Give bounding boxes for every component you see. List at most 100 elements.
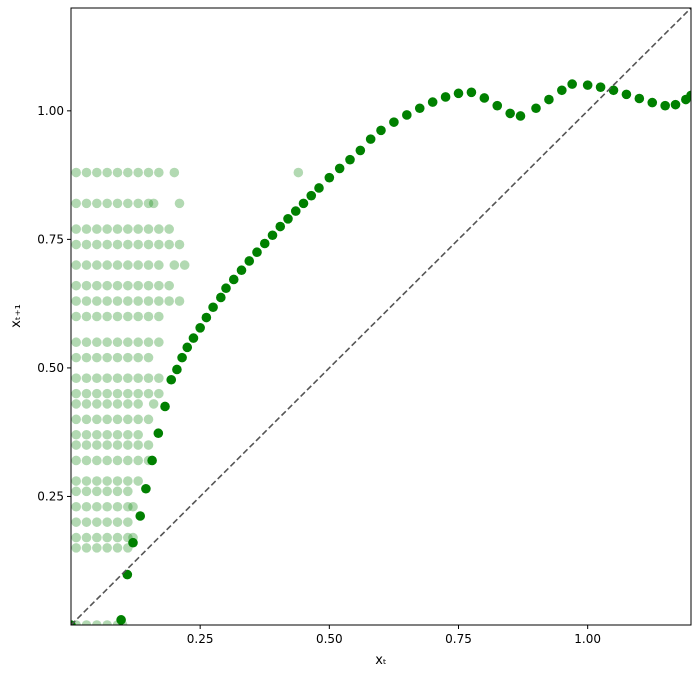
identity-line — [71, 8, 691, 625]
scatter-point — [92, 167, 102, 178]
scatter-point — [92, 399, 102, 409]
scatter-point — [102, 352, 112, 363]
scatter-point — [133, 455, 143, 466]
scatter-point — [102, 337, 112, 348]
scatter-point — [208, 302, 218, 313]
scatter-point — [670, 99, 681, 110]
scatter-point — [102, 440, 112, 450]
scatter-point — [298, 198, 309, 209]
scatter-point — [81, 532, 92, 543]
scatter-point — [634, 93, 645, 104]
scatter-point — [71, 414, 81, 425]
scatter-point — [133, 311, 143, 322]
scatter-point — [102, 414, 112, 425]
scatter-point — [143, 388, 154, 399]
scatter-point — [92, 296, 102, 306]
scatter-point — [148, 399, 159, 409]
scatter-point — [71, 239, 81, 250]
scatter-point — [166, 374, 177, 385]
scatter-point — [164, 280, 174, 291]
scatter-point — [290, 206, 301, 216]
scatter-point — [102, 198, 112, 209]
scatter-point — [71, 260, 81, 270]
scatter-point — [154, 388, 164, 399]
scatter-point — [123, 311, 133, 322]
scatter-point — [92, 198, 102, 209]
scatter-point — [112, 280, 123, 291]
scatter-point — [71, 532, 81, 543]
scatter-point — [102, 620, 112, 625]
scatter-point — [112, 455, 123, 466]
y-tick-label: 0.75 — [37, 232, 64, 246]
scatter-point — [81, 543, 92, 553]
y-axis-label: xₜ₊₁ — [9, 304, 24, 328]
scatter-point — [112, 167, 123, 178]
scatter-point — [112, 532, 123, 543]
scatter-point — [135, 511, 146, 521]
scatter-point — [123, 399, 133, 409]
scatter-point — [647, 97, 658, 108]
scatter-point — [71, 311, 81, 322]
scatter-point — [133, 399, 143, 409]
scatter-point — [81, 337, 92, 348]
scatter-point — [112, 486, 123, 497]
scatter-point — [116, 615, 126, 625]
scatter-point — [71, 476, 81, 486]
scatter-point — [143, 296, 154, 306]
scatter-point — [567, 79, 577, 89]
scatter-point — [133, 476, 143, 486]
scatter-point — [143, 239, 154, 250]
scatter-point — [402, 110, 412, 120]
scatter-point — [128, 501, 138, 512]
scatter-point — [505, 108, 515, 119]
scatter-point — [112, 373, 123, 384]
y-tick-label: 0.25 — [37, 489, 64, 503]
scatter-point — [259, 238, 270, 249]
scatter-point — [154, 224, 164, 234]
scatter-point — [123, 486, 133, 497]
scatter-point — [314, 183, 324, 193]
scatter-point — [123, 280, 133, 291]
scatter-point — [133, 429, 143, 440]
x-tick-label: 0.75 — [445, 632, 472, 646]
scatter-point — [92, 620, 102, 625]
scatter-point — [102, 167, 112, 178]
scatter-point — [164, 224, 174, 234]
scatter-point — [112, 260, 123, 270]
scatter-point — [595, 82, 606, 92]
scatter-point — [112, 476, 123, 486]
scatter-point — [236, 265, 247, 276]
scatter-point — [174, 198, 185, 209]
scatter-point — [71, 440, 81, 450]
scatter-point — [92, 440, 102, 450]
scatter-point — [147, 455, 157, 466]
scatter-point — [154, 311, 164, 322]
scatter-point — [143, 352, 154, 363]
scatter-point — [154, 167, 164, 178]
scatter-point — [133, 337, 143, 348]
scatter-point — [544, 94, 554, 105]
scatter-point — [102, 455, 112, 466]
scatter-point — [112, 517, 123, 527]
scatter-point — [174, 239, 185, 250]
x-tick-label: 0.25 — [187, 632, 214, 646]
scatter-point — [143, 440, 154, 450]
scatter-point — [466, 87, 477, 98]
scatter-point — [102, 399, 112, 409]
scatter-point — [92, 543, 102, 553]
scatter-point — [123, 414, 133, 425]
scatter-point — [133, 414, 143, 425]
scatter-point — [112, 337, 123, 348]
scatter-point — [267, 230, 278, 241]
scatter-point — [112, 429, 123, 440]
scatter-point — [102, 280, 112, 291]
scatter-point — [154, 260, 164, 270]
scatter-point — [164, 296, 174, 306]
scatter-point — [252, 247, 262, 258]
scatter-point — [112, 414, 123, 425]
scatter-point — [81, 486, 92, 497]
scatter-point — [160, 401, 170, 412]
y-tick-label: 0.50 — [37, 361, 64, 375]
